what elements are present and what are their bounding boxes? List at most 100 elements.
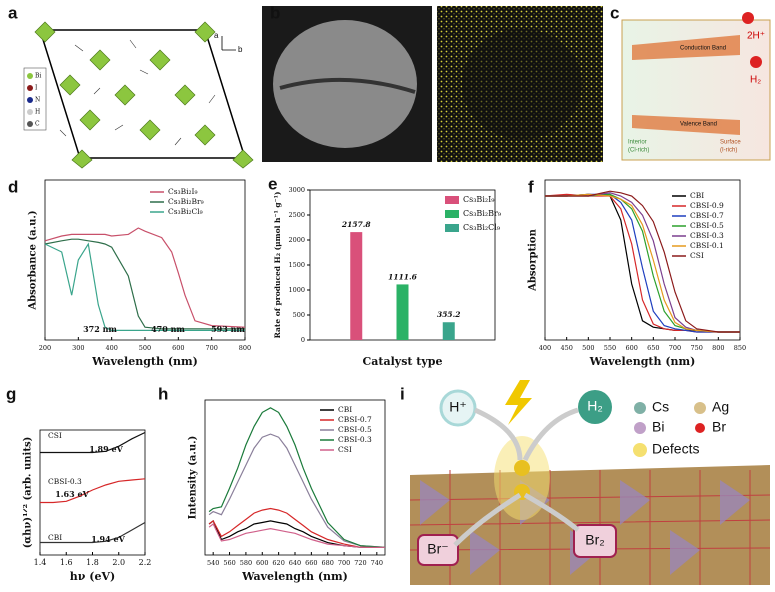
x-tick-label: 300	[72, 344, 84, 352]
x-tick-label: 740	[371, 559, 383, 567]
x-tick-label: 2.2	[139, 558, 152, 567]
legend-label: CBSI-0.7	[338, 415, 372, 424]
legend-label: CBSI-0.7	[690, 211, 724, 220]
x-tick-label: 1.8	[86, 558, 99, 567]
panel-label: e	[268, 174, 277, 193]
molecules	[59, 39, 216, 146]
legend-label: Cs₃Bi₂Cl₉	[463, 223, 501, 232]
x-tick-label: 800	[712, 344, 724, 352]
legend-label: N	[35, 97, 40, 104]
panel-label: f	[528, 177, 534, 196]
series-line	[208, 507, 385, 548]
y-axis-label: Absorbance (a.u.)	[28, 210, 39, 310]
y-tick-label: 2000	[288, 236, 305, 244]
atom-swatch	[634, 422, 646, 434]
series-label: CBI	[48, 533, 62, 542]
x-tick-label: 400	[539, 344, 551, 352]
annotation: 1.89 eV	[89, 444, 123, 454]
light-bolt	[505, 380, 532, 425]
legend-label: Defects	[652, 441, 699, 457]
x-tick-label: 700	[205, 344, 217, 352]
legend-label: Cs₃Bi₂I₉	[463, 195, 495, 204]
band-label: Valence Band	[680, 122, 717, 128]
annotation: 1.63 eV	[55, 489, 89, 499]
x-axis-label: Wavelength (nm)	[589, 355, 696, 368]
legend-label: CBSI-0.5	[338, 425, 372, 434]
x-tick-label: 1.4	[34, 558, 47, 567]
series-line	[44, 242, 245, 331]
species-label: H₂	[750, 75, 761, 86]
region-label: Surface	[720, 140, 741, 146]
atom-swatch	[27, 109, 33, 115]
y-tick-label: 3000	[288, 186, 305, 194]
x-axis-label: Catalyst type	[363, 355, 443, 368]
annotation: 372 nm	[83, 324, 117, 334]
legend-label: Cs₃Bi₂I₉	[168, 187, 197, 196]
plot-frame	[44, 179, 246, 341]
series-label: CSI	[48, 431, 62, 440]
species-label: H⁺	[449, 399, 467, 415]
legend-label: H	[35, 109, 40, 116]
x-tick-label: 400	[105, 344, 117, 352]
y-tick-label: 500	[293, 311, 305, 319]
x-tick-label: 850	[734, 344, 746, 352]
x-tick-label: 560	[223, 559, 235, 567]
species-bubble	[573, 524, 617, 558]
x-tick-label: 450	[560, 344, 572, 352]
arrows	[453, 407, 580, 547]
x-tick-label: 500	[582, 344, 594, 352]
atom-swatch	[27, 85, 33, 91]
series-line	[208, 523, 385, 548]
series-line	[545, 190, 740, 333]
series-line	[40, 478, 146, 504]
region-label: (I-rich)	[720, 148, 737, 154]
series-line	[40, 431, 146, 454]
x-tick-label: 540	[207, 559, 219, 567]
atom-swatch	[694, 402, 706, 414]
axis-name: a	[214, 31, 219, 40]
atom-swatch	[695, 423, 705, 433]
legend-swatch	[445, 224, 459, 232]
valence-band	[632, 115, 740, 135]
x-tick-label: 700	[338, 559, 350, 567]
particle-crease	[279, 77, 416, 94]
panel-label: d	[8, 177, 18, 196]
defect	[514, 460, 530, 476]
species-label: Br₂	[585, 532, 604, 548]
atom-swatch	[27, 121, 33, 127]
series-line	[44, 238, 245, 330]
y-tick-label: 0	[301, 336, 305, 344]
x-axis-label: Wavelength (nm)	[241, 570, 348, 583]
y-axis-label: Absorption	[528, 228, 539, 291]
octahedra	[34, 21, 254, 169]
conduction-band	[632, 35, 740, 60]
annotation: 1.94 eV	[91, 534, 125, 544]
atom-swatch	[27, 97, 33, 103]
x-tick-label: 600	[625, 344, 637, 352]
legend-label: CBSI-0.1	[690, 241, 724, 250]
x-tick-label: 600	[256, 559, 268, 567]
x-tick-label: 800	[239, 344, 251, 352]
panel-label: a	[8, 3, 18, 22]
legend-label: Cs₃Bi₂Br₉	[463, 209, 502, 218]
panel-label: c	[610, 3, 619, 22]
atom-swatch	[634, 402, 646, 414]
legend-label: CBI	[338, 405, 352, 414]
panel-i: H⁺ H₂ Br⁻ Br₂ Cs Ag Bi Br Defects	[409, 380, 771, 585]
x-tick-label: 580	[240, 559, 252, 567]
axes-arrows	[221, 36, 236, 51]
x-axis-label: hν (eV)	[70, 570, 115, 583]
value-label: 1111.6	[388, 272, 417, 281]
atom-swatch	[633, 443, 647, 457]
y-axis-label: (αhν)¹ᐟ² (arb. units)	[23, 437, 34, 549]
panel-a: Bi I N H C a b	[23, 21, 254, 169]
species-bubble	[417, 534, 459, 566]
panel-label: g	[6, 384, 16, 403]
x-tick-label: 2.0	[112, 558, 125, 567]
series-line	[208, 519, 385, 548]
x-tick-label: 620	[272, 559, 284, 567]
series-line	[208, 407, 386, 548]
series-label: CBSI-0.3	[48, 477, 82, 486]
legend-label: CBI	[690, 191, 704, 200]
legend-label: C	[35, 121, 40, 128]
